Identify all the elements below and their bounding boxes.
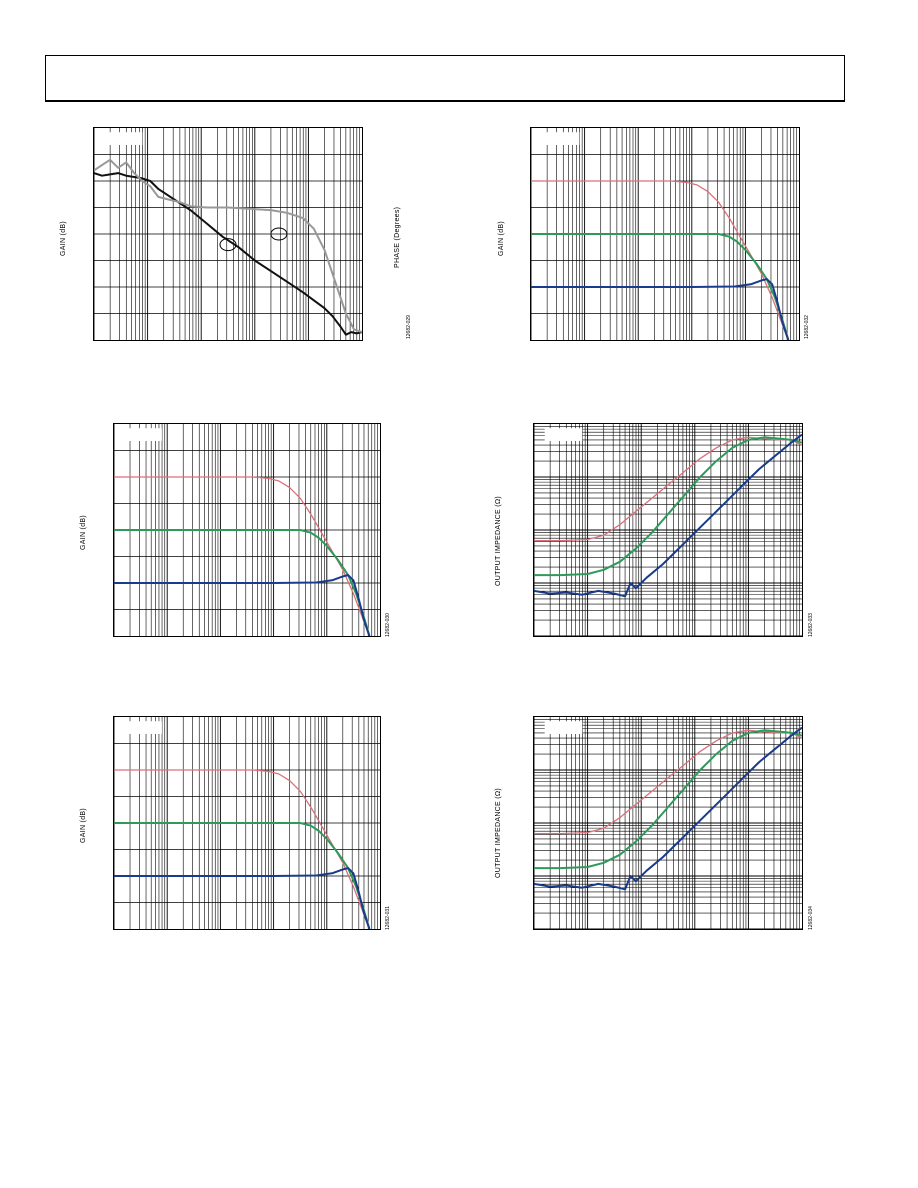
fig2-series-pink-line xyxy=(531,180,789,340)
fig1-series-gray-line xyxy=(94,158,362,334)
fig2-label-mask xyxy=(541,132,580,145)
fig6-figure-code: 12682-034 xyxy=(808,906,814,930)
fig2-plot xyxy=(530,127,800,341)
fig3-series-pink-line xyxy=(114,476,371,636)
fig5-plot xyxy=(113,716,381,930)
fig4-label-mask xyxy=(544,428,583,441)
fig3-series-green-line xyxy=(114,529,371,636)
fig2-ylabel: GAIN (dB) xyxy=(498,221,505,256)
fig6-ylabel: OUTPUT IMPEDANCE (Ω) xyxy=(495,787,502,878)
fig4-plot xyxy=(533,423,803,637)
fig6-label-mask xyxy=(544,721,583,734)
fig6-svg xyxy=(534,717,802,929)
fig5-svg xyxy=(114,717,380,929)
fig5-series-pink-line xyxy=(114,769,371,929)
fig3-ylabel: GAIN (dB) xyxy=(80,515,87,550)
fig2-svg xyxy=(531,128,799,340)
fig2-series-green-line xyxy=(531,233,790,340)
fig4-series-green-line xyxy=(534,436,802,577)
fig5-ylabel: GAIN (dB) xyxy=(80,808,87,843)
fig1-plot xyxy=(93,127,363,341)
fig6-series-green-line xyxy=(534,729,802,870)
fig5-series-green-line xyxy=(114,822,371,929)
fig1-label-mask xyxy=(104,132,143,145)
fig4-figure-code: 12682-033 xyxy=(808,613,814,637)
fig6-series-blue-line xyxy=(534,726,802,891)
fig2-series-blue-line xyxy=(531,278,790,340)
fig2-figure-code: 12682-032 xyxy=(804,315,810,339)
fig4-series-blue-line xyxy=(534,433,802,598)
fig6-plot xyxy=(533,716,803,930)
page-header-box xyxy=(45,55,845,102)
fig4-ylabel: OUTPUT IMPEDANCE (Ω) xyxy=(495,495,502,586)
fig1-figure-code: 12682-029 xyxy=(406,315,412,339)
fig1-annotation-circle xyxy=(270,227,288,241)
fig5-label-mask xyxy=(124,721,162,734)
fig3-series-blue-line xyxy=(114,574,371,636)
fig4-series-pink-line xyxy=(534,436,802,542)
fig1-ylabel: GAIN (dB) xyxy=(60,221,67,256)
fig1-series-black-line xyxy=(94,172,362,336)
fig3-label-mask xyxy=(124,428,162,441)
fig1-svg xyxy=(94,128,362,340)
fig3-figure-code: 12682-030 xyxy=(385,613,391,637)
fig3-svg xyxy=(114,424,380,636)
fig6-series-pink-line xyxy=(534,729,802,835)
fig5-series-blue-line xyxy=(114,867,371,929)
fig1-annotation-circle xyxy=(219,238,237,252)
fig3-plot xyxy=(113,423,381,637)
fig5-figure-code: 12682-031 xyxy=(385,906,391,930)
fig4-svg xyxy=(534,424,802,636)
fig1-y2label: PHASE (Degrees) xyxy=(394,206,401,268)
